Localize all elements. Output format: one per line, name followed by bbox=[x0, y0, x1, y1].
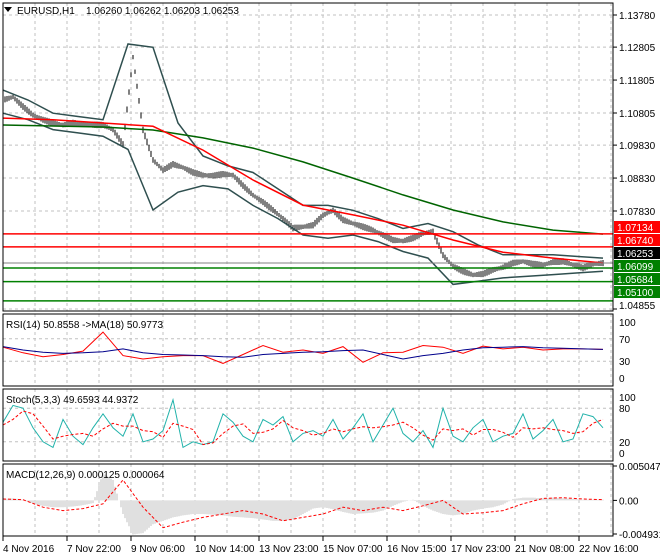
level-label: 1.05100 bbox=[617, 288, 654, 299]
level-label-bg bbox=[614, 247, 660, 259]
rsi-title: RSI(14) 50.8558 ->MA(18) 50.9773 bbox=[6, 320, 163, 331]
rsi-tick-label: 0 bbox=[619, 374, 625, 385]
time-tick-label: 17 Nov 23:00 bbox=[451, 544, 511, 555]
price-tick-label: 1.09830 bbox=[619, 141, 656, 152]
stoch-main-line bbox=[2, 397, 604, 449]
price-tick-label: 1.12805 bbox=[619, 43, 656, 54]
fast-moving-average bbox=[2, 117, 604, 264]
panel-frames bbox=[2, 2, 614, 537]
rsi-tick-label: 100 bbox=[619, 318, 636, 329]
level-label-bg bbox=[614, 260, 660, 272]
stoch-signal-line bbox=[2, 410, 604, 446]
level-label: 1.06740 bbox=[617, 236, 654, 247]
level-label: 1.06099 bbox=[617, 262, 654, 273]
rsi-tick-label: 70 bbox=[619, 335, 631, 346]
stoch-tick-label: 80 bbox=[619, 404, 631, 415]
rsi-line bbox=[2, 331, 604, 364]
price-tick-label: 1.07830 bbox=[619, 207, 656, 218]
price-tick-label: 1.13780 bbox=[619, 11, 656, 22]
macd-tick-label: -0.004931 bbox=[619, 530, 660, 541]
time-tick-label: 22 Nov 16:00 bbox=[579, 544, 639, 555]
panel-frame bbox=[2, 313, 614, 387]
price-tick-label: 1.10805 bbox=[619, 109, 656, 120]
macd-tick-label: 0.005047 bbox=[619, 462, 660, 473]
price-tick-label: 1.04855 bbox=[619, 301, 656, 312]
level-label-bg bbox=[614, 234, 660, 246]
grid bbox=[3, 3, 613, 536]
level-label: 1.05684 bbox=[617, 275, 654, 286]
stoch-tick-label: 0 bbox=[619, 449, 625, 460]
axes: 1.13780 1.12805 1.11805 1.10805 1.09830 1.088… bbox=[2, 11, 660, 555]
price-tick-label: 1.11805 bbox=[619, 76, 655, 87]
time-tick-label: 4 Nov 2016 bbox=[3, 544, 55, 555]
macd-signal-line bbox=[2, 479, 604, 529]
level-label: 1.06253 bbox=[617, 249, 654, 260]
panel-frame bbox=[2, 2, 614, 312]
chart-marks bbox=[2, 43, 613, 535]
ohlc-values: 1.06260 1.06262 1.06203 1.06253 bbox=[86, 6, 239, 17]
symbol-label: EURUSD,H1 bbox=[17, 6, 75, 17]
level-label-bg bbox=[614, 221, 660, 233]
level-label-bg bbox=[614, 286, 660, 298]
stoch-tick-label: 100 bbox=[619, 393, 636, 404]
level-label: 1.07134 bbox=[617, 223, 654, 234]
time-tick-label: 10 Nov 14:00 bbox=[195, 544, 255, 555]
dropdown-triangle-icon[interactable] bbox=[4, 7, 12, 12]
time-tick-label: 9 Nov 06:00 bbox=[131, 544, 185, 555]
time-tick-label: 7 Nov 22:00 bbox=[67, 544, 121, 555]
slow-moving-average bbox=[2, 124, 604, 235]
time-tick-label: 15 Nov 07:00 bbox=[323, 544, 383, 555]
macd-title: MACD(12,26,9) 0.000125 0.000064 bbox=[6, 470, 165, 481]
price-tick-label: 1.08830 bbox=[619, 174, 656, 185]
stoch-tick-label: 20 bbox=[619, 438, 631, 449]
time-tick-label: 16 Nov 15:00 bbox=[387, 544, 447, 555]
time-tick-label: 13 Nov 23:00 bbox=[259, 544, 319, 555]
rsi-tick-label: 30 bbox=[619, 357, 631, 368]
bollinger-lower-band bbox=[2, 112, 604, 286]
macd-tick-label: 0.00 bbox=[619, 496, 639, 507]
panel-frame bbox=[2, 388, 614, 462]
level-label-bg bbox=[614, 273, 660, 285]
time-tick-label: 21 Nov 08:00 bbox=[515, 544, 575, 555]
stoch-title: Stoch(5,3,3) 49.6593 44.9372 bbox=[6, 395, 139, 406]
rsi-ma-line bbox=[2, 346, 604, 360]
